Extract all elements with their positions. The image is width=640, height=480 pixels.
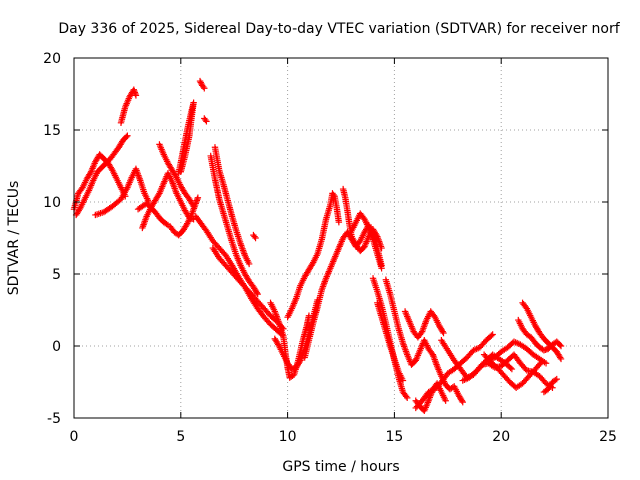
- series-s10: [196, 77, 208, 92]
- data-point-marker: [201, 85, 208, 92]
- data-point-marker: [552, 376, 559, 384]
- series-s35: [515, 316, 565, 354]
- data-point-marker: [404, 394, 411, 402]
- data-point-marker: [177, 168, 184, 175]
- series-s5: [134, 200, 172, 229]
- data-point-marker: [488, 332, 495, 339]
- data-point-marker: [296, 358, 303, 366]
- data-point-marker: [254, 290, 261, 298]
- data-point-marker: [556, 354, 564, 361]
- data-point-marker: [557, 342, 565, 350]
- data-point-marker: [473, 345, 480, 353]
- data-point-marker: [378, 244, 385, 252]
- data-point-marker: [440, 329, 447, 337]
- data-point-marker: [507, 364, 514, 372]
- data-point-marker: [399, 377, 407, 384]
- data-point-marker: [373, 231, 380, 239]
- data-point-marker: [508, 365, 516, 373]
- series-s8: [166, 194, 202, 239]
- series-s1: [70, 151, 129, 213]
- series-s15: [209, 244, 287, 332]
- series-s4: [117, 86, 140, 126]
- series-s19: [284, 190, 343, 321]
- x-tick-label: 25: [599, 429, 617, 445]
- data-point-marker: [196, 77, 204, 85]
- series-s16: [250, 231, 259, 242]
- plot-frame: [73, 57, 609, 419]
- data-point-marker: [132, 92, 140, 99]
- series-s9: [175, 99, 197, 177]
- data-point-marker: [123, 133, 130, 141]
- y-tick-label: 5: [52, 267, 61, 283]
- y-axis-label: SDTVAR / TECUs: [6, 181, 22, 296]
- data-point-marker: [402, 393, 410, 400]
- series-s2: [72, 132, 131, 219]
- data-point-marker: [442, 397, 449, 404]
- series-s7: [156, 141, 197, 210]
- data-point-marker: [439, 328, 446, 335]
- data-points: [70, 77, 565, 414]
- data-point-marker: [553, 375, 560, 383]
- x-tick-label: 15: [385, 429, 403, 445]
- series-s34: [519, 299, 565, 363]
- data-point-marker: [194, 194, 202, 201]
- x-tick-label: 0: [70, 429, 79, 445]
- chart-title: Day 336 of 2025, Sidereal Day-to-day VTE…: [58, 21, 620, 37]
- data-point-marker: [489, 331, 496, 338]
- y-tick-label: 20: [43, 51, 61, 67]
- data-point-marker: [202, 116, 209, 124]
- series-s36: [540, 375, 560, 396]
- y-tick-label: 0: [52, 339, 61, 355]
- data-point-marker: [197, 79, 204, 86]
- x-tick-label: 10: [279, 429, 297, 445]
- data-point-marker: [251, 233, 258, 240]
- data-point-marker: [163, 220, 170, 228]
- y-tick-label: 15: [43, 123, 61, 139]
- data-point-marker: [200, 83, 207, 90]
- data-point-marker: [252, 234, 259, 242]
- data-point-marker: [203, 118, 210, 125]
- data-point-marker: [458, 397, 466, 404]
- series-s25: [382, 276, 437, 368]
- series-s32: [480, 351, 545, 391]
- series-s26: [401, 308, 447, 341]
- data-point-marker: [335, 218, 343, 226]
- y-tick-label: 10: [43, 195, 61, 211]
- series-s11: [201, 115, 210, 125]
- data-point-marker: [542, 360, 550, 367]
- data-point-marker: [556, 341, 564, 349]
- data-point-marker: [245, 260, 253, 268]
- data-point-marker: [557, 355, 565, 363]
- axis-ticks: 0 5 10 15 20 25 -5 0 5 10 15 20: [43, 51, 617, 445]
- series-s24: [374, 299, 407, 384]
- data-point-marker: [330, 191, 337, 198]
- series-s14: [211, 144, 253, 268]
- series-s33: [485, 338, 550, 367]
- x-axis-label: GPS time / hours: [282, 459, 399, 475]
- x-tick-label: 5: [176, 429, 185, 445]
- data-point-marker: [124, 132, 131, 139]
- series-s13: [207, 152, 261, 298]
- data-point-marker: [378, 265, 385, 272]
- series-s28: [429, 351, 466, 406]
- data-point-marker: [459, 398, 466, 406]
- data-point-marker: [253, 289, 261, 296]
- y-tick-label: -5: [47, 411, 61, 427]
- x-tick-label: 20: [492, 429, 510, 445]
- series-s22: [348, 210, 385, 272]
